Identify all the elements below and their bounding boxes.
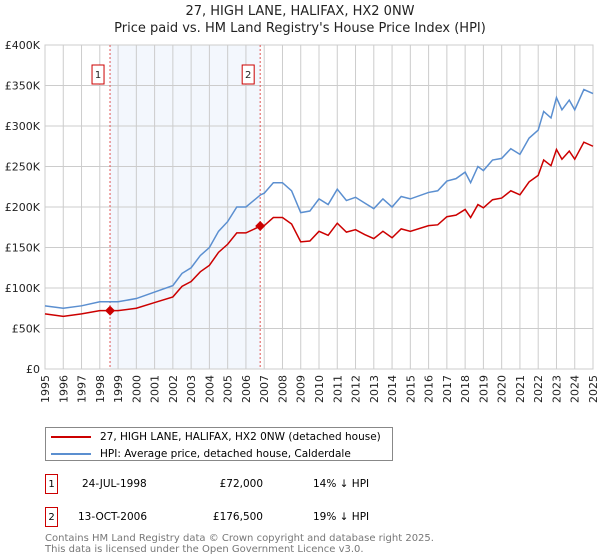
price-chart: 1995 1996 1997 1998 1999 2000 2001 2002 2003 2004…	[5, 39, 600, 403]
x-tick-label: 2022	[532, 375, 545, 403]
sale-price: £176,500	[212, 511, 263, 523]
chart-subtitle: Price paid vs. HM Land Registry's House …	[114, 21, 486, 36]
x-tick-label: 2002	[167, 375, 180, 403]
legend-label-property: 27, HIGH LANE, HALIFAX, HX2 0NW (detache…	[100, 430, 381, 443]
sale-hpi: 19% ↓ HPI	[313, 511, 370, 523]
chart-title: 27, HIGH LANE, HALIFAX, HX2 0NW	[185, 4, 415, 19]
y-tick-label: £400K	[5, 39, 41, 52]
x-tick-label: 2007	[258, 375, 271, 403]
sale-row-2: 2 13-OCT-2006 £176,500 19% ↓ HPI	[45, 507, 369, 527]
sale-label: 2	[245, 70, 251, 81]
x-tick-label: 2016	[423, 375, 436, 403]
x-tick-label: 2014	[386, 375, 399, 403]
x-tick-label: 2019	[477, 375, 490, 403]
property-price-line	[44, 141, 594, 318]
y-tick-label: £100K	[5, 282, 41, 295]
x-tick-label: 1995	[39, 375, 52, 403]
y-tick-label: £300K	[5, 120, 41, 133]
x-tick-label: 2005	[222, 375, 235, 403]
sale-badge: 2	[45, 507, 58, 527]
x-tick-label: 2008	[276, 375, 289, 403]
y-tick-label: £350K	[5, 80, 41, 93]
x-tick-label: 1996	[57, 375, 70, 403]
x-tick-label: 2015	[404, 375, 417, 403]
x-tick-label: 2011	[331, 375, 344, 403]
x-tick-label: 2009	[295, 375, 308, 403]
x-tick-label: 2000	[130, 375, 143, 403]
sale-label-box	[91, 64, 105, 85]
y-tick-label: £0	[26, 363, 40, 376]
x-tick-label: 1997	[76, 375, 89, 403]
x-tick-label: 2001	[149, 375, 162, 403]
sale-price: £72,000	[219, 478, 263, 490]
footer: Contains HM Land Registry data © Crown c…	[45, 533, 434, 555]
legend-swatch-red	[51, 435, 91, 438]
sale-row-1: 1 24-JUL-1998 £72,000 14% ↓ HPI	[45, 474, 369, 494]
legend-label-hpi: HPI: Average price, detached house, Cald…	[100, 447, 351, 460]
sale-date: 24-JUL-1998	[82, 478, 147, 490]
sale-label: 1	[95, 70, 101, 81]
x-tick-label: 2018	[459, 375, 472, 403]
sale-badge: 1	[45, 474, 58, 494]
sale-label-box	[241, 64, 255, 85]
hpi-line	[44, 88, 594, 310]
x-tick-label: 2004	[203, 375, 216, 403]
y-tick-label: £250K	[5, 161, 41, 174]
sale-date: 13-OCT-2006	[78, 511, 147, 523]
y-tick-label: £200K	[5, 201, 41, 214]
x-tick-label: 2020	[496, 375, 509, 403]
sale-hpi: 14% ↓ HPI	[313, 478, 370, 490]
x-tick-label: 2017	[441, 375, 454, 403]
y-tick-label: £50K	[12, 323, 41, 336]
x-tick-label: 2023	[550, 375, 563, 403]
sale-point	[105, 305, 116, 316]
x-tick-label: 2025	[587, 375, 600, 403]
sale-point	[255, 221, 266, 232]
legend-swatch-blue	[51, 452, 91, 455]
x-tick-label: 2021	[514, 375, 527, 403]
x-tick-label: 2010	[313, 375, 326, 403]
x-tick-label: 2012	[350, 375, 363, 403]
x-tick-label: 1998	[94, 375, 107, 403]
legend: 27, HIGH LANE, HALIFAX, HX2 0NW (detache…	[45, 427, 393, 461]
footer-line-1: Contains HM Land Registry data © Crown c…	[45, 533, 434, 544]
x-tick-label: 2006	[240, 375, 253, 403]
x-tick-label: 2024	[569, 375, 582, 403]
y-tick-label: £150K	[5, 242, 41, 255]
plot-frame	[44, 44, 594, 370]
x-tick-label: 2003	[185, 375, 198, 403]
x-tick-label: 1999	[112, 375, 125, 403]
footer-line-2: This data is licensed under the Open Gov…	[45, 544, 364, 555]
x-tick-label: 2013	[368, 375, 381, 403]
